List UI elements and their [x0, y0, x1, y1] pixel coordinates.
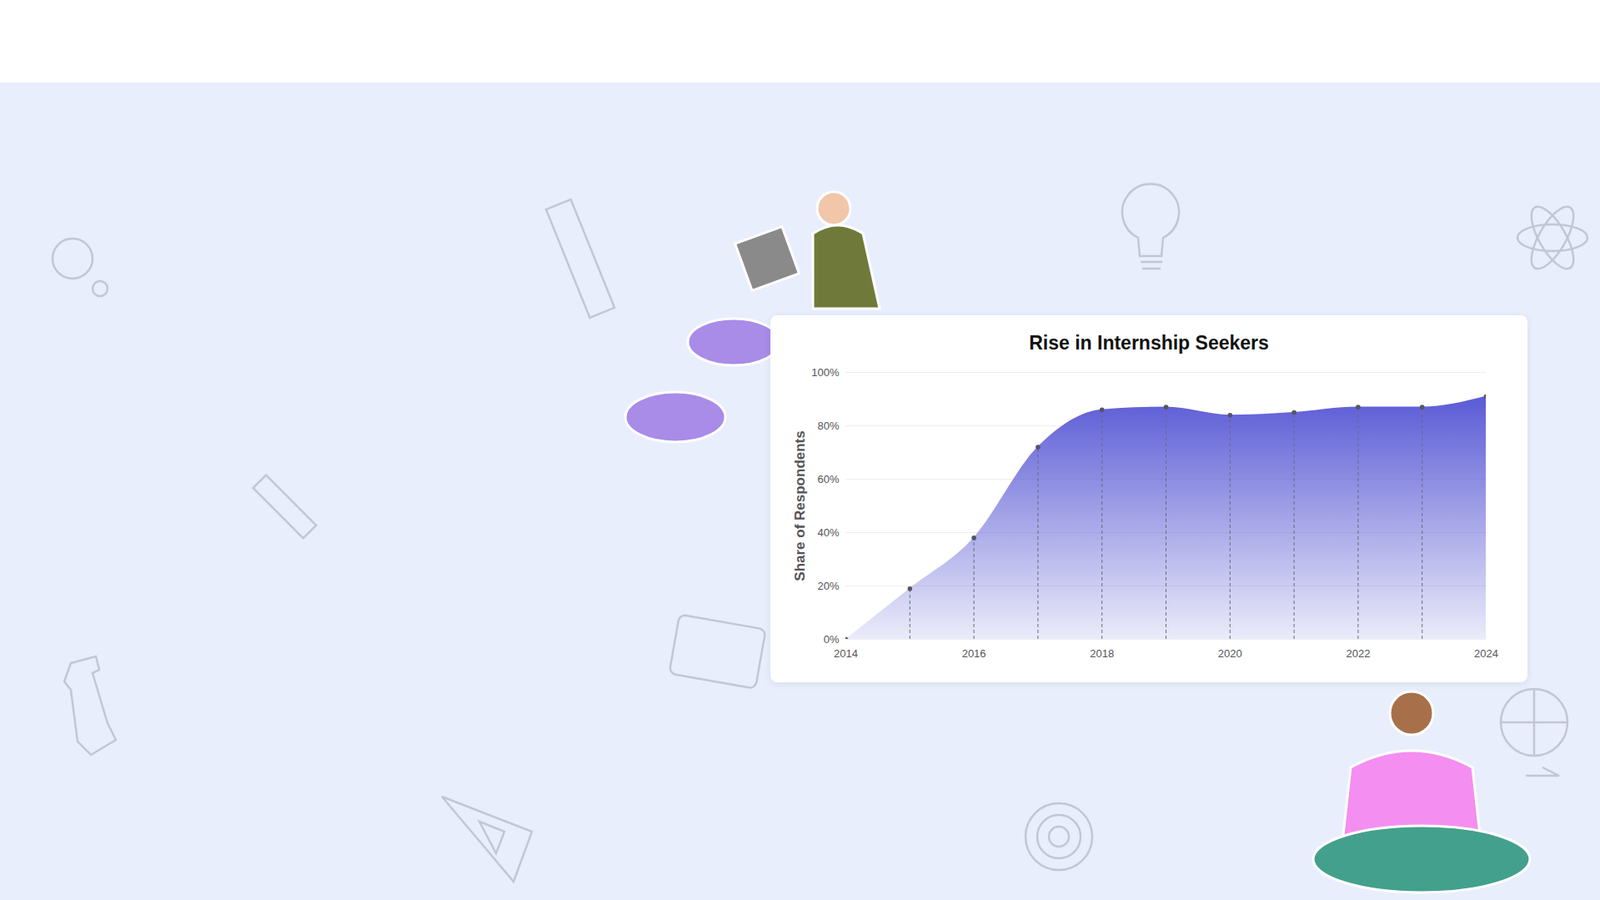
- svg-text:2014: 2014: [833, 647, 858, 660]
- svg-text:2016: 2016: [962, 647, 987, 660]
- svg-text:0%: 0%: [823, 632, 840, 646]
- html-text:Rise in Internship Seekers: Rise in Internship Seekers: [1029, 331, 1269, 354]
- svg-text:Share of Respondents: Share of Respondents: [792, 430, 808, 581]
- svg-text:2022: 2022: [1345, 647, 1370, 660]
- svg-text:20%: 20%: [817, 579, 839, 592]
- svg-text:2020: 2020: [1218, 647, 1243, 660]
- svg-text:100%: 100%: [811, 366, 840, 379]
- svg-text:40%: 40%: [817, 526, 839, 539]
- svg-text:80%: 80%: [817, 419, 839, 432]
- svg-text:2018: 2018: [1089, 647, 1114, 660]
- svg-text:2024: 2024: [1474, 647, 1499, 660]
- svg-text:60%: 60%: [817, 472, 839, 486]
